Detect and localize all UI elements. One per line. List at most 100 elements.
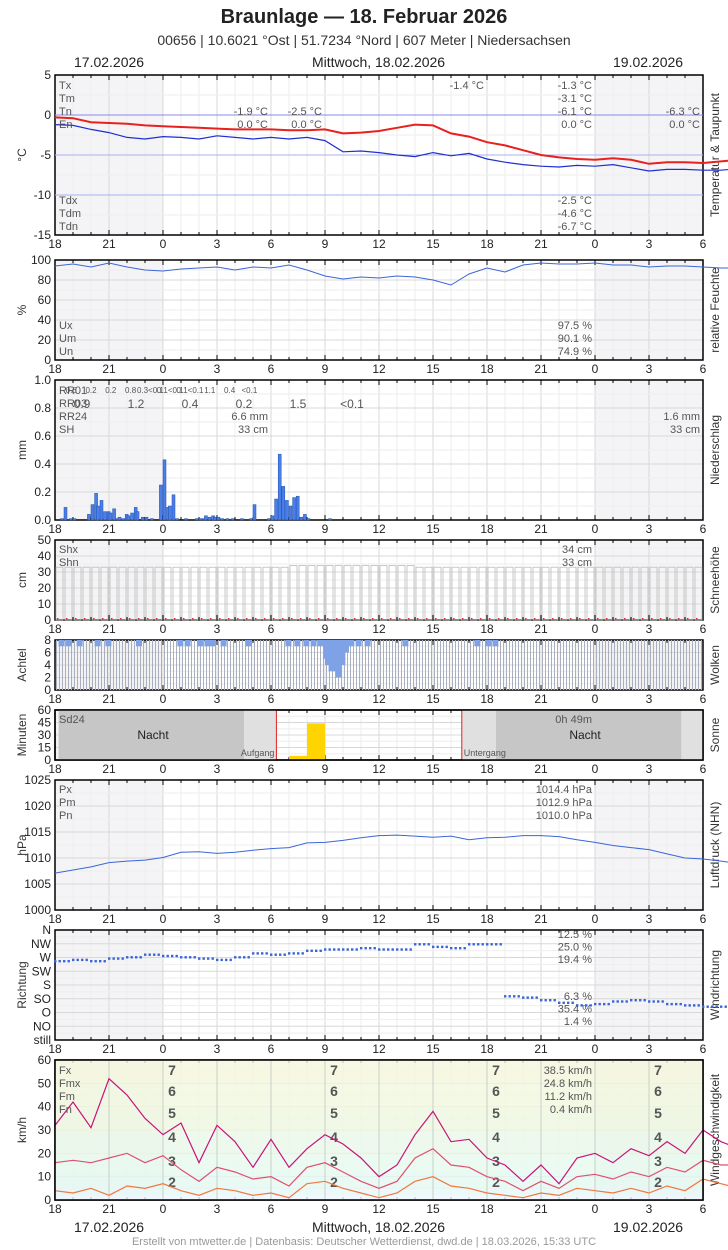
cloud-gap — [76, 640, 83, 647]
precip-bar — [216, 516, 221, 521]
snow-bar — [208, 566, 217, 621]
x-tick: 21 — [102, 1042, 116, 1056]
precip-bar — [112, 508, 116, 521]
wind-dir-point — [657, 1000, 660, 1003]
y-axis-label: cm — [15, 572, 29, 588]
wind-dir-point — [157, 953, 160, 956]
x-tick: 21 — [534, 362, 548, 376]
x-tick: 3 — [214, 762, 221, 776]
x-tick: 0 — [160, 237, 167, 251]
cloud-gap — [177, 640, 184, 647]
cloud-gap — [58, 640, 65, 647]
cloud-gap — [335, 640, 342, 678]
annotation: 0.0 °C — [237, 119, 268, 131]
wind-dir-point — [666, 1002, 669, 1006]
panel-title: Wolken — [708, 645, 722, 685]
x-tick: 18 — [480, 522, 494, 536]
wind-dir-point — [513, 995, 516, 998]
footer-credits: Erstellt von mtwetter.de | Datenbasis: D… — [131, 1236, 597, 1248]
annotation: 0.4 — [182, 397, 199, 411]
cloud-gap — [485, 640, 492, 647]
snow-bar — [451, 566, 460, 621]
precip-bar — [328, 518, 332, 521]
precip-bar — [144, 516, 149, 521]
x-tick: 0 — [592, 1202, 599, 1216]
wind-dir-point — [405, 948, 408, 951]
wind-dir-point — [418, 943, 421, 946]
x-tick: 18 — [48, 237, 62, 251]
x-tick: 12 — [372, 237, 386, 251]
snow-bar — [271, 566, 280, 621]
annotation: Nacht — [137, 728, 169, 742]
x-tick: 3 — [646, 912, 653, 926]
precip-bar — [220, 518, 224, 521]
snow-bar — [487, 566, 496, 621]
annotation: Sd24 — [59, 714, 85, 726]
precip-bar — [207, 516, 212, 521]
wind-dir-point — [144, 953, 147, 956]
precip-bar — [270, 515, 275, 521]
y-tick: 45 — [38, 716, 52, 730]
annotation: RR03 — [59, 398, 87, 410]
wind-dir-point — [121, 957, 124, 960]
annotation: 4 — [492, 1129, 500, 1145]
wind-dir-point — [319, 949, 322, 952]
x-tick: 21 — [102, 912, 116, 926]
annotation: 25.0 % — [558, 942, 592, 954]
x-tick: 9 — [322, 622, 329, 636]
x-tick: 9 — [322, 1042, 329, 1056]
wind-dir-point — [67, 960, 70, 963]
wind-dir-point — [477, 943, 480, 946]
annotation: SH — [59, 424, 74, 436]
chart-precip: 1.00.80.60.40.20.018 21 0 3 6 9 12 15 18 21 0 3 6mm N… — [15, 373, 722, 536]
wind-dir-point — [184, 956, 187, 959]
precip-bar — [195, 518, 199, 521]
y-axis-label: % — [15, 304, 29, 315]
x-tick: 6 — [700, 237, 707, 251]
y-axis-label: mm — [15, 440, 29, 460]
x-tick: 15 — [426, 362, 440, 376]
panel-title: Schneehöhe — [708, 546, 722, 614]
snow-bar — [262, 566, 271, 621]
y-tick: 1010 — [24, 851, 51, 865]
y-tick: 0.2 — [34, 485, 51, 499]
wind-dir-point — [459, 947, 462, 950]
annotation: -3.1 °C — [558, 93, 592, 105]
y-tick: NW — [31, 937, 52, 951]
x-tick: 12 — [372, 522, 386, 536]
wind-dir-point — [414, 943, 417, 946]
wind-dir-point — [216, 958, 219, 962]
annotation: 0.0 °C — [669, 119, 700, 131]
annotation: 35.4 % — [558, 1004, 592, 1016]
wind-dir-point — [279, 953, 282, 956]
wind-dir-point — [391, 948, 394, 951]
x-tick: 18 — [480, 237, 494, 251]
wind-dir-point — [373, 947, 376, 950]
snow-bar — [433, 566, 442, 621]
snow-bar — [514, 566, 523, 621]
x-tick: 12 — [372, 762, 386, 776]
wind-dir-point — [526, 996, 529, 999]
wind-dir-point — [63, 960, 66, 963]
snow-bar — [172, 566, 181, 621]
snow-bar — [136, 566, 145, 621]
annotation: Aufgang — [241, 748, 275, 758]
annotation: 74.9 % — [558, 346, 592, 358]
annotation: -6.7 °C — [558, 221, 592, 233]
y-tick: 1020 — [24, 799, 51, 813]
x-tick: 0 — [592, 622, 599, 636]
wind-dir-point — [535, 996, 538, 999]
x-tick: 18 — [480, 762, 494, 776]
snow-bar — [631, 566, 640, 621]
y-tick: 40 — [38, 549, 52, 563]
annotation: RR24 — [59, 411, 87, 423]
annotation: 1.4 % — [564, 1016, 592, 1028]
cloud-gap — [492, 640, 499, 647]
wind-dir-point — [76, 958, 79, 962]
annotation: 1010.0 hPa — [536, 810, 593, 822]
x-tick: 15 — [426, 1202, 440, 1216]
snow-bar — [181, 566, 190, 621]
